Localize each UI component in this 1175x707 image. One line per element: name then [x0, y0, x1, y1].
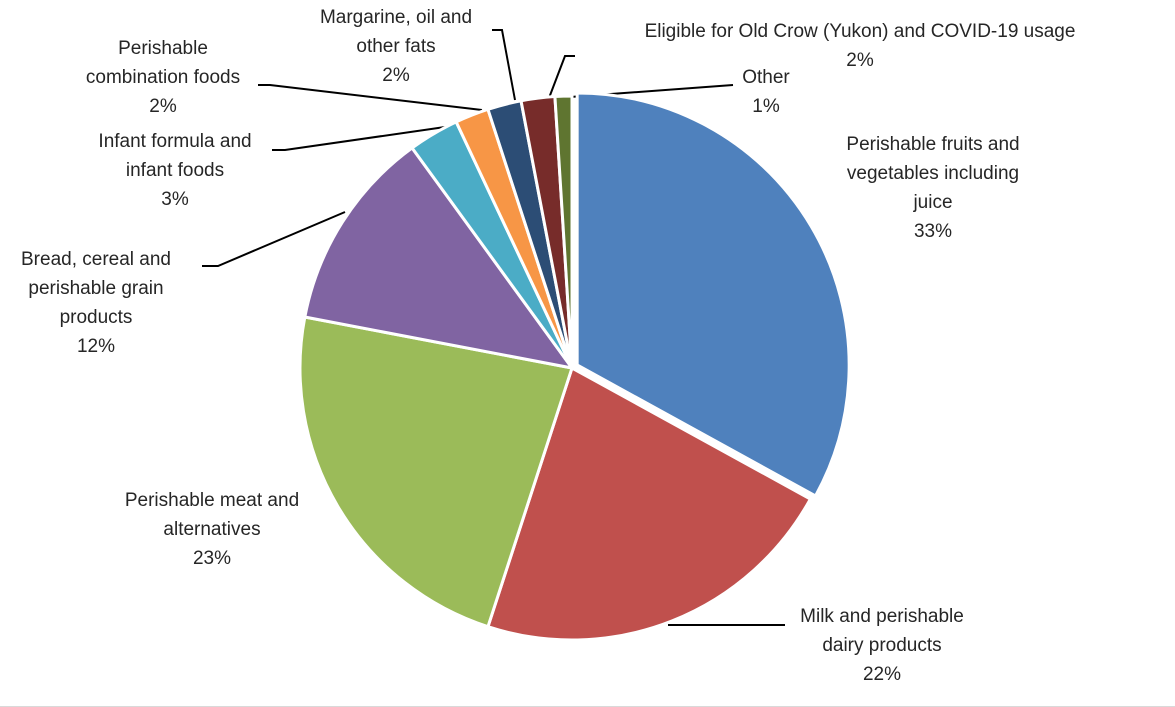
data-label-name: dairy products [822, 635, 942, 656]
leader-line-infant [272, 126, 446, 151]
data-label-1: Milk and perishable dairy products 22% [800, 602, 964, 689]
data-label-0: Perishable fruits and vegetables includin… [846, 130, 1019, 246]
leader-line-combination [258, 84, 483, 111]
data-label-percent: 33% [913, 221, 953, 242]
pie-slice-3 [303, 145, 576, 371]
data-label-7: Eligible for Old Crow (Yukon) and COVID-… [645, 17, 1076, 75]
data-label-8: Other 1% [742, 63, 790, 121]
data-label-name: alternatives [163, 519, 261, 540]
data-label-name: Margarine, oil and [319, 7, 473, 28]
data-label-name: Bread, cereal and [21, 249, 171, 270]
data-label-5: Perishable combination foods 2% [86, 34, 240, 121]
data-label-name: vegetables including [846, 163, 1020, 184]
data-label-percent: 22% [862, 664, 902, 685]
data-label-name: Other [742, 67, 790, 88]
data-label-name: Perishable [118, 38, 208, 59]
data-label-name: juice [913, 192, 953, 213]
data-label-name: other fats [356, 36, 436, 57]
data-label-name: infant foods [125, 160, 225, 181]
pie-slice-8 [553, 94, 574, 369]
data-label-name: Eligible for Old Crow (Yukon) and COVID-… [644, 21, 1076, 42]
data-label-percent: 3% [161, 189, 189, 210]
data-label-3: Bread, cereal and perishable grain product… [21, 245, 171, 361]
data-label-name: Milk and perishable [800, 606, 964, 627]
data-label-percent: 23% [192, 548, 232, 569]
leader-line-oldcrow [548, 55, 575, 99]
data-label-percent: 12% [76, 336, 116, 357]
pie-slice-1 [486, 365, 813, 642]
data-label-name: Infant formula and [98, 131, 252, 152]
pie-slice-2 [298, 315, 574, 629]
leader-line-margarine [492, 29, 516, 101]
data-label-percent: 2% [382, 65, 410, 86]
data-label-percent: 2% [846, 50, 874, 71]
pie-slice-0 [575, 91, 851, 499]
data-label-name: Perishable fruits and [846, 134, 1020, 155]
data-label-name: products [59, 307, 133, 328]
data-label-percent: 2% [149, 96, 177, 117]
data-label-name: Perishable meat and [124, 490, 300, 511]
data-label-2: Perishable meat and alternatives 23% [125, 486, 299, 573]
data-label-percent: 1% [752, 96, 780, 117]
leader-line-bread [202, 211, 346, 267]
data-label-4: Infant formula and infant foods 3% [98, 127, 251, 214]
data-label-6: Margarine, oil and other fats 2% [320, 3, 472, 90]
data-label-name: combination foods [85, 67, 241, 88]
data-label-name: perishable grain [28, 278, 164, 299]
